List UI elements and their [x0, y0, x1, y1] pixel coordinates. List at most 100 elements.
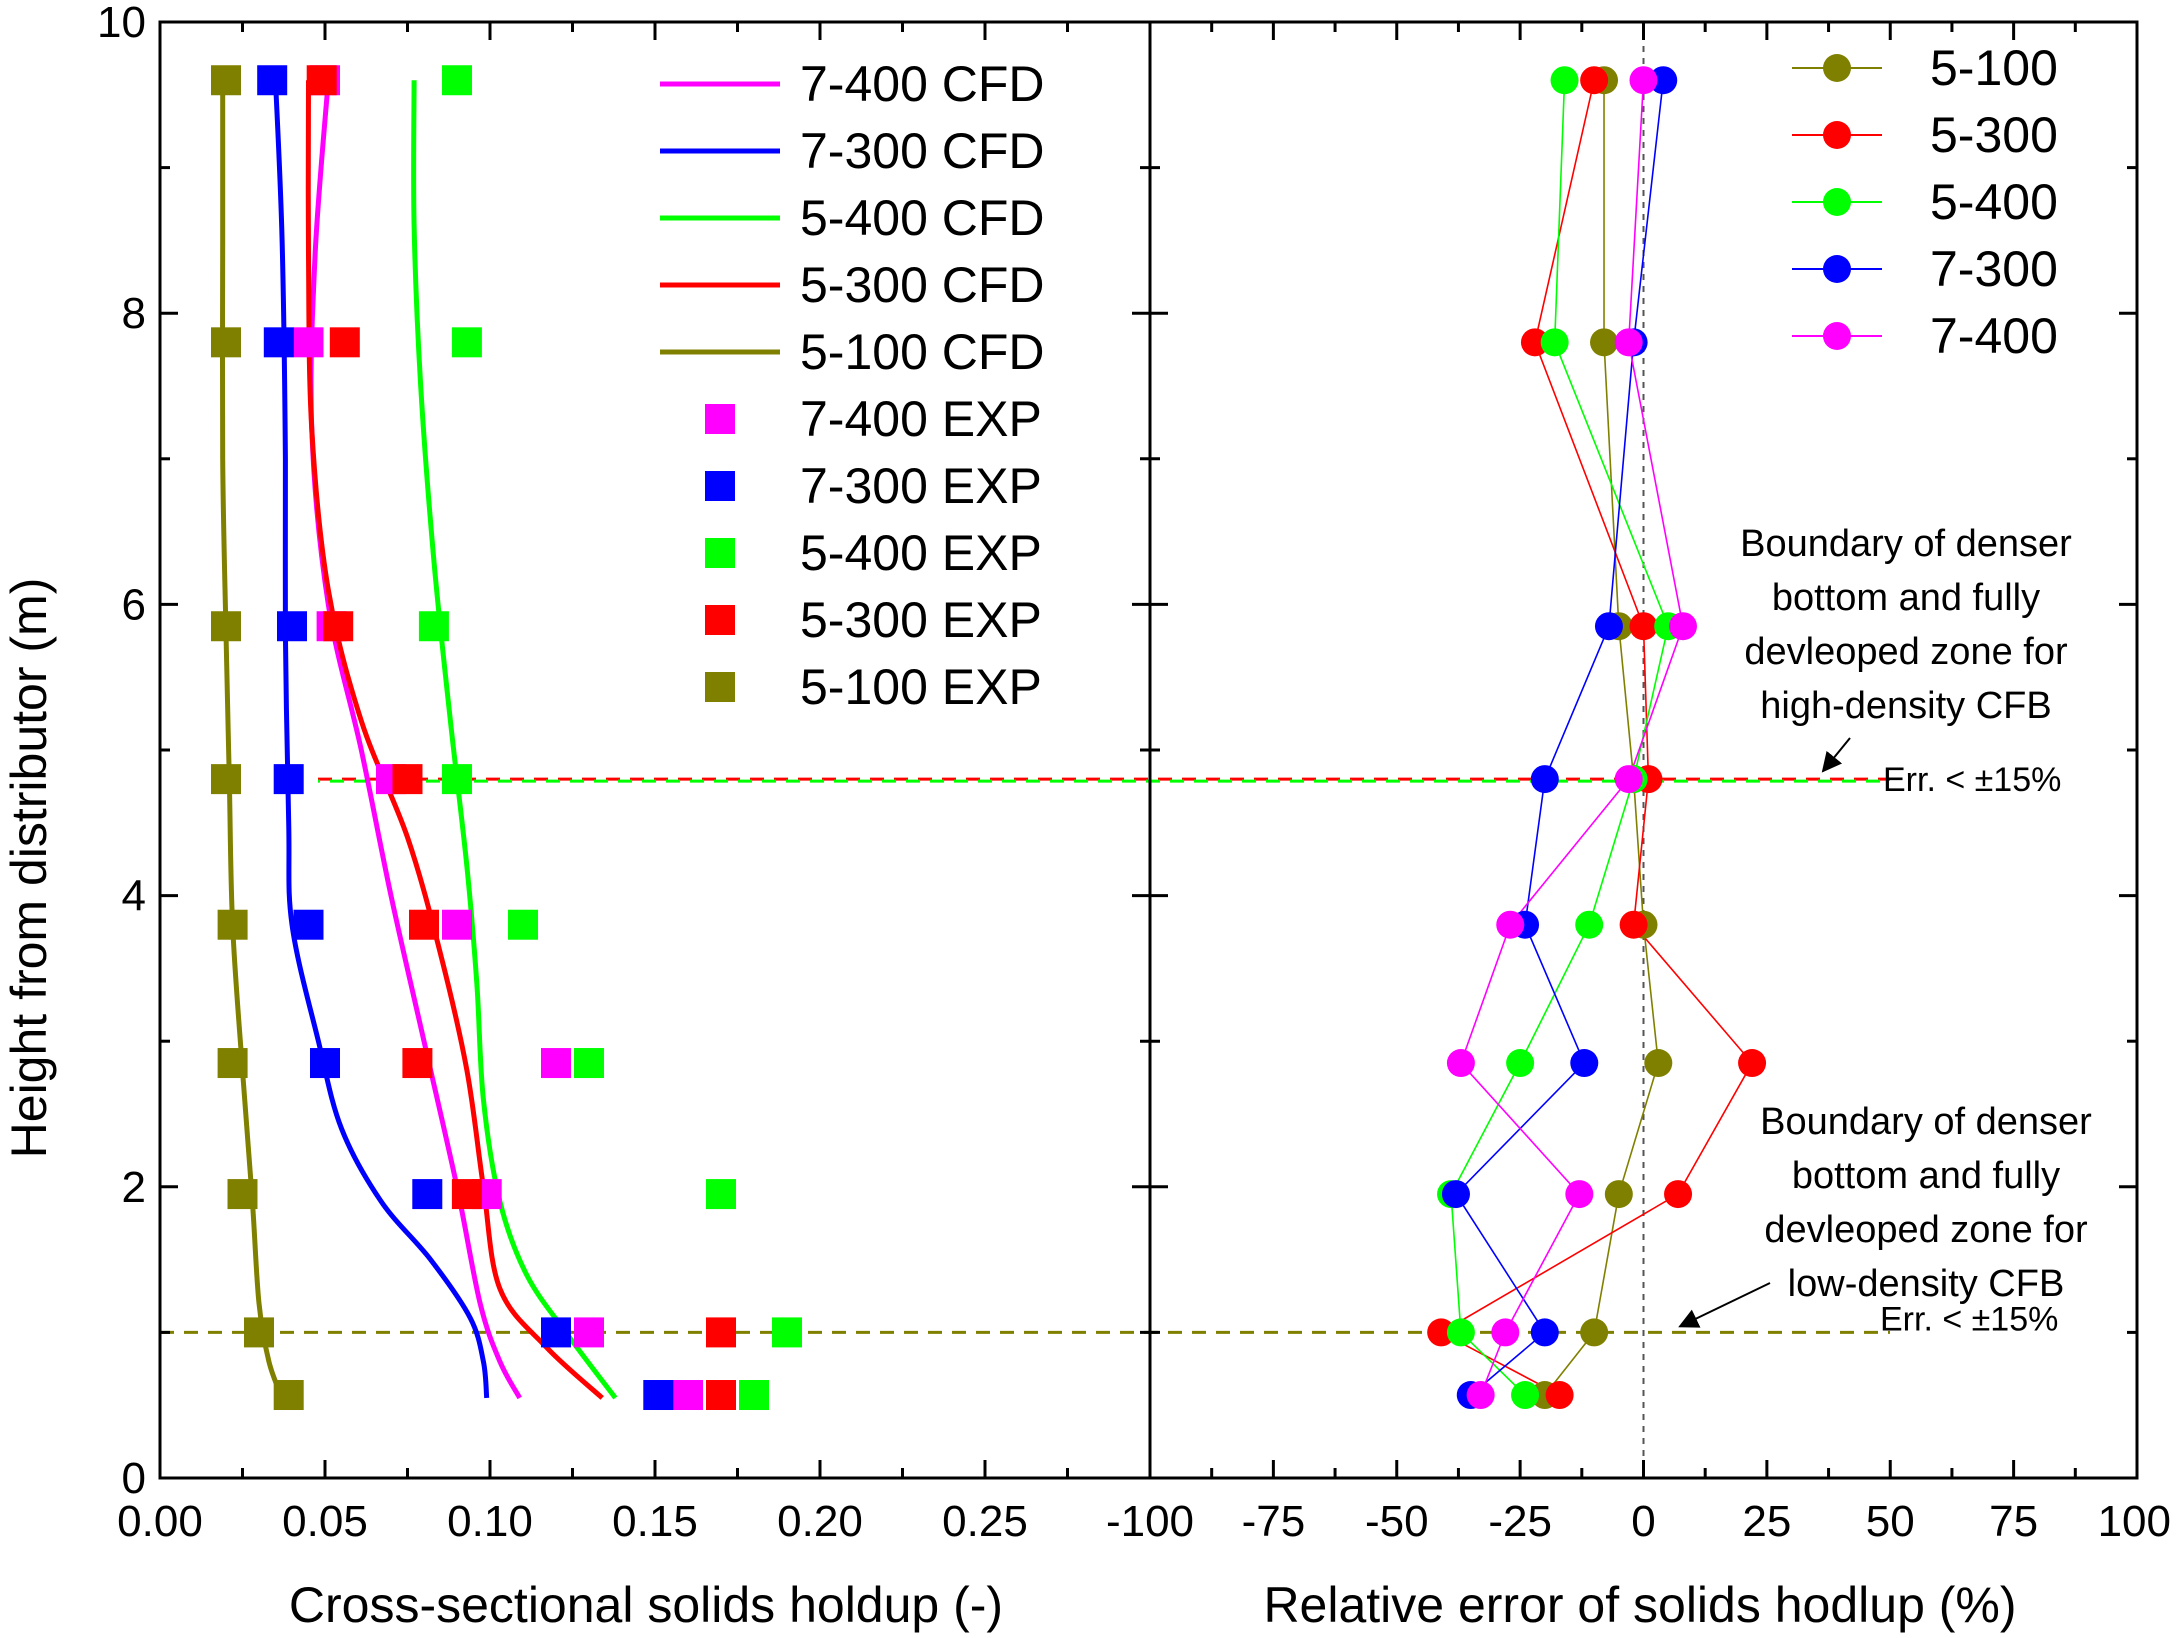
error-marker-7-300-3 — [1531, 765, 1559, 793]
legend-item-7-400: 7-400 — [1792, 308, 2058, 364]
x-tick-label-right: -50 — [1365, 1497, 1429, 1546]
error-marker-7-400-8 — [1467, 1381, 1495, 1409]
exp-marker-5-400-2 — [419, 611, 449, 641]
annotation-low-density: Boundary of denserbottom and fullydevleo… — [1760, 1101, 2092, 1305]
exp-marker-5-300-3 — [393, 764, 423, 794]
exp-marker-7-400-8 — [673, 1380, 703, 1410]
error-marker-7-400-7 — [1491, 1318, 1519, 1346]
annotation-low-err: Err. < ±15% — [1880, 1300, 2058, 1338]
legend-item-7-300: 7-300 — [1792, 241, 2058, 297]
error-marker-7-300-2 — [1595, 612, 1623, 640]
x-tick-label-right: 75 — [1989, 1497, 2038, 1546]
error-marker-7-400-5 — [1447, 1049, 1475, 1077]
error-marker-7-300-5 — [1570, 1049, 1598, 1077]
error-marker-5-400-0 — [1551, 66, 1579, 94]
legend-label: 5-300 EXP — [800, 592, 1042, 648]
legend-right: 5-100 5-300 5-400 7-300 7-400 — [1792, 40, 2058, 364]
legend-label: 7-300 EXP — [800, 458, 1042, 514]
right-plot — [1427, 66, 1766, 1409]
exp-marker-5-300-6 — [452, 1179, 482, 1209]
y-tick-label: 6 — [122, 580, 146, 629]
legend-label: 7-300 CFD — [800, 123, 1045, 179]
exp-marker-7-400-5 — [541, 1048, 571, 1078]
x-tick-label-right: -25 — [1488, 1497, 1552, 1546]
annotation-line: bottom and fully — [1772, 577, 2040, 619]
x-tick-label-left: 0.20 — [777, 1497, 863, 1546]
exp-marker-5-300-1 — [330, 327, 360, 357]
exp-marker-7-300-0 — [257, 65, 287, 95]
legend-label: 5-100 EXP — [800, 659, 1042, 715]
legend-label: 5-100 — [1930, 40, 2058, 96]
error-marker-7-400-0 — [1630, 66, 1658, 94]
error-line-5-300 — [1441, 80, 1752, 1395]
legend-swatch-square — [705, 471, 735, 501]
exp-marker-5-400-7 — [772, 1317, 802, 1347]
exp-marker-5-100-0 — [211, 65, 241, 95]
error-marker-5-100-1 — [1590, 328, 1618, 356]
annotation-line: devleoped zone for — [1744, 631, 2068, 673]
legend-item-5-300: 5-300 — [1792, 107, 2058, 163]
annotation-line: high-density CFB — [1760, 685, 2051, 727]
error-marker-5-100-5 — [1644, 1049, 1672, 1077]
legend-swatch-square — [705, 404, 735, 434]
legend-item-7-400-exp: 7-400 EXP — [705, 391, 1042, 447]
error-marker-5-400-8 — [1511, 1381, 1539, 1409]
cfd-line-5-400 — [414, 80, 616, 1398]
error-marker-5-300-4 — [1620, 911, 1648, 939]
exp-marker-7-300-7 — [541, 1317, 571, 1347]
exp-marker-5-300-0 — [307, 65, 337, 95]
legend-left: 7-400 CFD 7-300 CFD 5-400 CFD 5-300 CFD 5-10… — [660, 56, 1045, 715]
exp-marker-5-300-7 — [706, 1317, 736, 1347]
error-marker-5-400-4 — [1575, 911, 1603, 939]
chart-figure: 02468100.00 0.05 0.10 0.15 0.20 0.25 -100 -75 -5… — [0, 0, 2177, 1638]
legend-label: 5-300 CFD — [800, 257, 1045, 313]
legend-swatch-square — [705, 605, 735, 635]
exp-marker-5-400-8 — [739, 1380, 769, 1410]
exp-marker-7-300-1 — [264, 327, 294, 357]
legend-swatch-dot — [1823, 54, 1851, 82]
legend-label: 5-400 — [1930, 174, 2058, 230]
legend-label: 5-400 CFD — [800, 190, 1045, 246]
exp-marker-5-100-4 — [218, 910, 248, 940]
exp-marker-7-300-3 — [274, 764, 304, 794]
exp-marker-5-400-3 — [442, 764, 472, 794]
exp-marker-5-100-2 — [211, 611, 241, 641]
error-marker-5-100-6 — [1605, 1180, 1633, 1208]
annotation-high-arrow — [1823, 738, 1850, 771]
exp-marker-5-400-5 — [574, 1048, 604, 1078]
error-marker-7-400-3 — [1615, 765, 1643, 793]
legend-item-5-100-exp: 5-100 EXP — [705, 659, 1042, 715]
exp-marker-7-300-2 — [277, 611, 307, 641]
error-line-5-400 — [1451, 80, 1668, 1395]
legend-swatch-dot — [1823, 188, 1851, 216]
error-marker-5-400-5 — [1506, 1049, 1534, 1077]
legend-item-7-400-cfd: 7-400 CFD — [660, 56, 1045, 112]
exp-marker-5-100-3 — [211, 764, 241, 794]
y-axis-label: Height from distributor (m) — [1, 578, 57, 1159]
annotation-line: devleoped zone for — [1764, 1209, 2088, 1251]
exp-marker-7-300-6 — [412, 1179, 442, 1209]
exp-marker-5-300-4 — [409, 910, 439, 940]
legend-item-5-300-exp: 5-300 EXP — [705, 592, 1042, 648]
legend-swatch-dot — [1823, 121, 1851, 149]
exp-marker-7-300-4 — [294, 910, 324, 940]
annotation-high-density: Boundary of denserbottom and fullydevleo… — [1740, 523, 2072, 727]
x-tick-label-right: 50 — [1866, 1497, 1915, 1546]
x-tick-label-right: -75 — [1242, 1497, 1306, 1546]
error-marker-5-300-2 — [1630, 612, 1658, 640]
exp-marker-5-400-0 — [442, 65, 472, 95]
left-plot — [211, 65, 802, 1410]
exp-marker-5-100-7 — [244, 1317, 274, 1347]
y-tick-label: 8 — [122, 289, 146, 338]
error-marker-5-300-0 — [1580, 66, 1608, 94]
exp-marker-5-300-8 — [706, 1380, 736, 1410]
exp-marker-7-300-5 — [310, 1048, 340, 1078]
error-marker-7-400-1 — [1615, 328, 1643, 356]
exp-marker-5-100-8 — [274, 1380, 304, 1410]
error-marker-5-300-8 — [1546, 1381, 1574, 1409]
x-tick-label-right: -100 — [1106, 1497, 1194, 1546]
error-marker-7-400-2 — [1669, 612, 1697, 640]
legend-label: 7-400 — [1930, 308, 2058, 364]
y-tick-label: 2 — [122, 1163, 146, 1212]
exp-marker-5-300-5 — [402, 1048, 432, 1078]
